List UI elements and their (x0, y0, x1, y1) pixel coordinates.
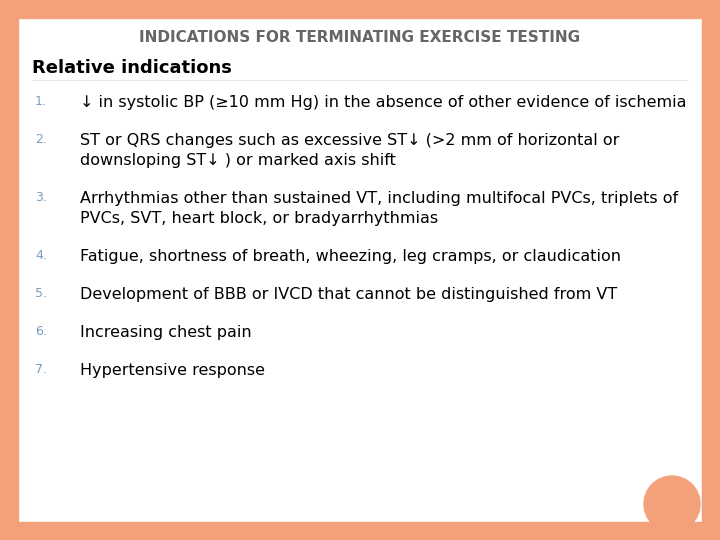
Text: Relative indications: Relative indications (32, 59, 232, 77)
Text: 4.: 4. (35, 249, 47, 262)
Bar (0, 522, 720, 540)
Text: 3.: 3. (35, 191, 47, 204)
Text: PVCs, SVT, heart block, or bradyarrhythmias: PVCs, SVT, heart block, or bradyarrhythm… (80, 211, 438, 226)
Text: downsloping ST↓ ) or marked axis shift: downsloping ST↓ ) or marked axis shift (80, 153, 396, 168)
Text: 1.: 1. (35, 95, 47, 108)
Text: Fatigue, shortness of breath, wheezing, leg cramps, or claudication: Fatigue, shortness of breath, wheezing, … (80, 249, 621, 264)
Text: 5.: 5. (35, 287, 47, 300)
Text: Hypertensive response: Hypertensive response (80, 363, 265, 378)
Text: Arrhythmias other than sustained VT, including multifocal PVCs, triplets of: Arrhythmias other than sustained VT, inc… (80, 191, 678, 206)
Text: 7.: 7. (35, 363, 47, 376)
Text: 2.: 2. (35, 133, 47, 146)
Text: INDICATIONS FOR TERMINATING EXERCISE TESTING: INDICATIONS FOR TERMINATING EXERCISE TES… (140, 30, 580, 45)
Text: ST or QRS changes such as excessive ST↓ (>2 mm of horizontal or: ST or QRS changes such as excessive ST↓ … (80, 133, 619, 148)
Bar (0, 0, 720, 18)
Bar (702, 0, 720, 540)
Bar (0, 0, 18, 540)
Text: Increasing chest pain: Increasing chest pain (80, 325, 251, 340)
Circle shape (644, 476, 700, 532)
Text: Development of BBB or IVCD that cannot be distinguished from VT: Development of BBB or IVCD that cannot b… (80, 287, 617, 302)
Text: 6.: 6. (35, 325, 47, 338)
Text: ↓ in systolic BP (≥10 mm Hg) in the absence of other evidence of ischemia: ↓ in systolic BP (≥10 mm Hg) in the abse… (80, 95, 686, 110)
